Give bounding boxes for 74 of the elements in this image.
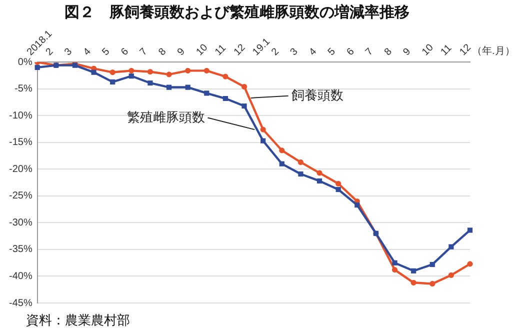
- point: [260, 138, 266, 144]
- point: [467, 228, 473, 233]
- point: [336, 180, 342, 186]
- x-tick-label: 3: [62, 46, 75, 58]
- point: [298, 171, 304, 177]
- point: [110, 79, 116, 84]
- x-tick-label: 10: [194, 42, 210, 58]
- y-tick-label: -5%: [14, 84, 32, 95]
- x-tick-label: 6: [344, 46, 357, 58]
- point: [410, 280, 416, 286]
- point: [298, 159, 304, 166]
- x-tick-label: 10: [420, 42, 436, 58]
- x-tick-label: 4: [307, 46, 320, 58]
- x-tick-label: 12: [232, 42, 248, 58]
- x-tick-label: 12: [458, 42, 474, 58]
- text: 資料：農業農村部: [26, 312, 130, 328]
- point: [147, 68, 154, 75]
- y-tick-label: -40%: [8, 270, 32, 282]
- point: [392, 267, 398, 273]
- point: [448, 244, 454, 250]
- y-tick-label: -15%: [8, 137, 32, 148]
- point: [91, 70, 96, 75]
- chart-title: 図２ 豚飼養頭数および繁殖雌豚頭数の増減率推移: [64, 3, 410, 22]
- point: [128, 73, 134, 79]
- point: [336, 186, 341, 192]
- point: [260, 126, 266, 132]
- point: [34, 64, 40, 70]
- x-tick-label: 6: [119, 46, 132, 58]
- y-tick-label: 0%: [18, 56, 32, 68]
- point: [467, 261, 473, 267]
- point: [222, 74, 228, 80]
- point: [110, 69, 116, 76]
- point: [185, 68, 191, 74]
- point: [166, 84, 172, 90]
- x-tick-label: 3: [288, 46, 301, 58]
- point: [241, 84, 248, 90]
- series-label: 繁殖雌豚頭数: [126, 109, 205, 124]
- x-tick-label: 11: [438, 42, 454, 58]
- point: [242, 103, 247, 109]
- x-tick-label: 7: [364, 46, 376, 58]
- y-tick-label: -35%: [8, 244, 32, 256]
- point: [430, 280, 436, 287]
- point: [279, 161, 284, 166]
- point: [430, 262, 435, 268]
- x-tick-label: 4: [82, 46, 94, 58]
- point: [166, 72, 172, 78]
- x-tick-label: 5: [100, 46, 112, 58]
- point: [128, 68, 134, 74]
- point: [279, 148, 285, 154]
- y-tick-label: -30%: [8, 217, 32, 228]
- x-tick-label: 5: [326, 46, 338, 58]
- point: [411, 268, 416, 274]
- y-tick-label: -20%: [8, 164, 32, 175]
- text: 飼養頭数: [291, 87, 344, 102]
- x-tick-label: 9: [401, 46, 414, 58]
- x-tick-label: 8: [382, 46, 395, 58]
- x-tick-label: 8: [156, 46, 169, 58]
- point: [316, 178, 322, 184]
- point: [204, 90, 210, 96]
- x-tick-label: 7: [138, 46, 150, 58]
- point: [204, 68, 210, 74]
- point: [148, 80, 153, 86]
- y-tick-label: -25%: [8, 190, 32, 202]
- point: [222, 96, 228, 102]
- y-tick-label: -45%: [8, 298, 32, 309]
- x-tick-label: 11: [213, 42, 229, 58]
- x-tick-label: 9: [176, 46, 188, 58]
- point: [185, 84, 190, 90]
- point: [392, 260, 398, 266]
- point: [316, 170, 322, 176]
- point: [448, 272, 454, 278]
- point: [354, 202, 360, 208]
- y-tick-label: -10%: [8, 110, 32, 122]
- x-axis-title: （年.月）: [472, 44, 515, 57]
